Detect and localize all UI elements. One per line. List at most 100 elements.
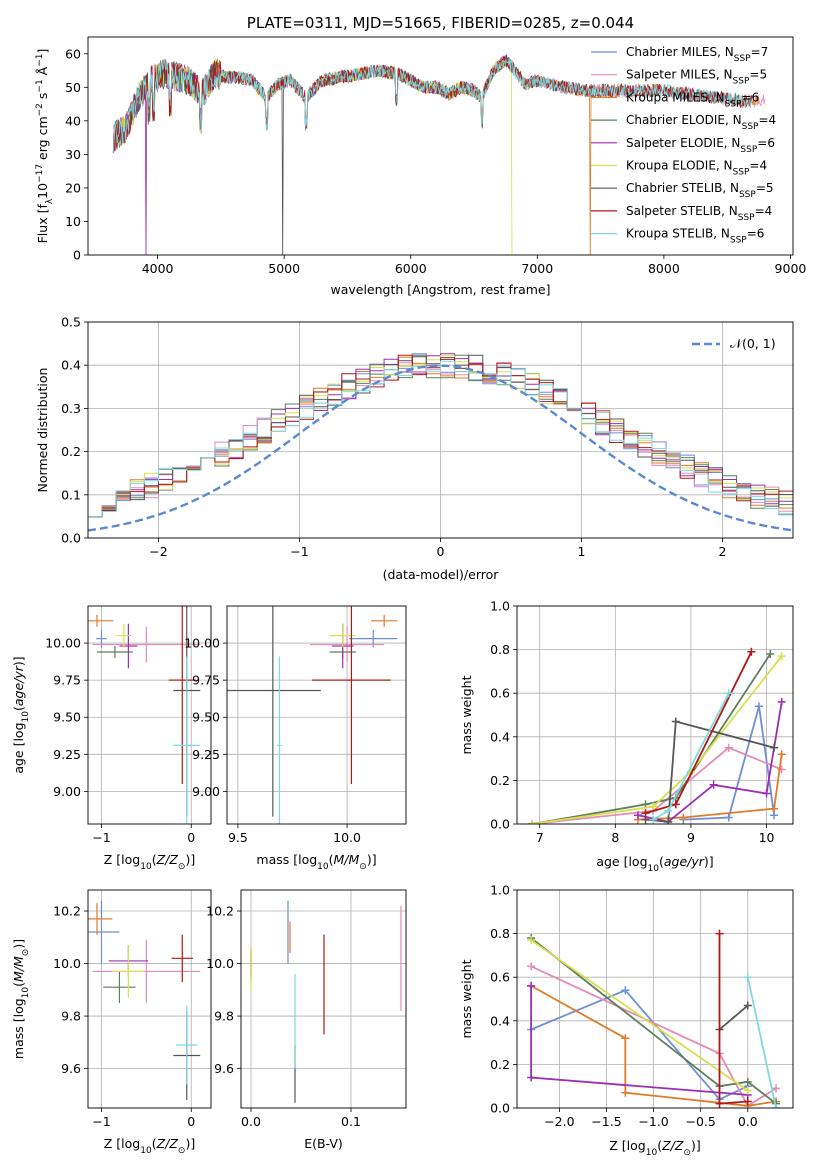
x-tick-label: 10.0: [333, 830, 361, 845]
y-axis-label: Normed distribution: [35, 368, 50, 493]
weight-marker: [527, 1073, 536, 1082]
x-tick-label: −1: [290, 544, 308, 559]
x-tick-label: 8: [611, 830, 619, 845]
x-axis-label: mass [log10(M/M⊙)]: [256, 852, 376, 872]
x-tick-label: −1: [92, 830, 110, 845]
legend-entry: Salpeter STELIB, NSSP=4: [626, 204, 772, 223]
legend-entry: Salpeter ELODIE, NSSP=6: [626, 136, 775, 155]
y-tick-label: 0.2: [490, 773, 510, 788]
weight-marker: [671, 800, 680, 809]
weight-marker: [743, 1097, 752, 1106]
weight-marker: [679, 813, 688, 822]
residual-axes: −2 −1 0 1 2 0.0 0.1 0.2 0.3 0.4 0.5 (data-model)/er…: [35, 315, 794, 582]
plot-frame: [87, 605, 212, 825]
weight-marker: [772, 1104, 781, 1108]
y-tick-label: 9.8: [61, 1009, 81, 1024]
y-tick-label: 0.0: [490, 1101, 510, 1116]
x-axis-label: wavelength [Angstrom, rest frame]: [330, 282, 550, 297]
weight-marker: [649, 815, 658, 824]
x-tick-label: 6000: [395, 261, 427, 276]
weight-marker: [724, 743, 733, 752]
spectrum-line: [112, 58, 753, 153]
weight-marker: [621, 1088, 630, 1097]
y-tick-label: 0.1: [61, 487, 81, 502]
weight-line: [530, 985, 748, 1096]
y-tick-label: 9.25: [53, 747, 81, 762]
weight-marker: [621, 1034, 630, 1043]
y-tick-label: 10.00: [45, 636, 81, 651]
spectrum-series: [112, 54, 513, 255]
x-tick-label: 7000: [521, 261, 553, 276]
mass-vs-Z-panel: −1 0 9.6 9.8 10.0 10.2 Z [log10(Z/Z⊙)] mass [lo…: [11, 889, 212, 1156]
y-tick-label: 9.00: [192, 784, 220, 799]
x-tick-label: 8000: [648, 261, 680, 276]
weight-marker: [715, 929, 724, 938]
x-tick-label: 9: [687, 830, 695, 845]
weight-line: [637, 754, 783, 821]
y-tick-label: 0.8: [490, 642, 510, 657]
y-tick-label: 0.2: [61, 444, 81, 459]
chart-title: PLATE=0311, MJD=51665, FIBERID=0285, z=0…: [247, 14, 634, 32]
legend-entry: Chabrier ELODIE, NSSP=4: [626, 113, 776, 132]
weight-marker: [528, 820, 537, 824]
y-tick-label: 50: [65, 80, 81, 95]
x-axis-label: Z [log10(Z/Z⊙)]: [104, 1136, 195, 1156]
weight-line: [530, 965, 777, 1108]
x-tick-label: 1: [578, 544, 586, 559]
weight-line: [530, 989, 749, 1101]
weight-marker: [715, 1099, 724, 1108]
y-tick-label: 9.25: [192, 747, 220, 762]
weight-marker: [754, 702, 763, 711]
x-tick-label: 4000: [142, 261, 174, 276]
x-tick-label: −1.0: [638, 1114, 668, 1129]
y-tick-label: 10.00: [184, 636, 220, 651]
x-tick-label: 9.5: [228, 830, 248, 845]
age-vs-mass-panel: 9.5 10.0 9.00 9.25 9.50 9.75 10.00 mass [log10(…: [184, 605, 407, 872]
weight-marker: [724, 813, 733, 822]
errorbar-group: [227, 606, 398, 824]
weight-marker: [743, 1077, 752, 1086]
weight-marker: [664, 806, 673, 815]
weight-marker: [770, 804, 779, 813]
legend-entry: Kroupa STELIB, NSSP=6: [626, 227, 764, 246]
weight-line: [718, 1004, 749, 1031]
legend-entry: Chabrier MILES, NSSP=7: [626, 45, 768, 64]
x-tick-label: 7: [536, 830, 544, 845]
x-tick-label: 9000: [775, 261, 807, 276]
y-tick-label: 1.0: [490, 883, 510, 898]
plot-frame: [87, 321, 794, 539]
weight-marker: [777, 750, 786, 759]
y-tick-label: 9.6: [214, 1061, 234, 1076]
spectrum-line: [112, 55, 753, 153]
y-tick-label: 0.4: [61, 358, 81, 373]
weight-marker: [709, 780, 718, 789]
weight-line: [530, 939, 749, 1092]
weight-line: [683, 706, 775, 821]
x-tick-label: −0.5: [686, 1114, 716, 1129]
y-tick-label: 0.6: [490, 686, 510, 701]
x-tick-label: −2: [149, 544, 167, 559]
x-axis-label: E(B-V): [304, 1136, 343, 1151]
x-tick-label: 0.0: [241, 1114, 261, 1129]
y-tick-label: 9.75: [192, 673, 220, 688]
y-tick-label: 0.8: [490, 926, 510, 941]
weight-marker: [743, 1086, 752, 1095]
weight-marker: [770, 743, 779, 752]
mass-weight-vs-Z-panel: −2.0 −1.5 −1.0 −0.5 0.0 0.0 0.2 0.4 0.6 0.8 1.0 Z […: [459, 883, 794, 1158]
weight-marker: [724, 689, 733, 698]
y-tick-label: 10.2: [53, 904, 81, 919]
weight-marker: [762, 789, 771, 798]
x-axis-label: Z [log10(Z/Z⊙)]: [609, 1138, 700, 1158]
weight-line: [645, 720, 775, 823]
legend-entry: Kroupa ELODIE, NSSP=4: [626, 159, 767, 178]
y-axis-label: mass weight: [459, 959, 474, 1038]
x-tick-label: 10: [759, 830, 775, 845]
weight-marker: [649, 802, 658, 811]
weight-marker: [527, 936, 536, 945]
y-tick-label: 9.6: [61, 1061, 81, 1076]
y-tick-label: 0.4: [490, 729, 510, 744]
plot-frame: [240, 889, 407, 1109]
y-axis-label: mass [log10(M/M⊙)]: [11, 939, 31, 1059]
y-tick-label: 9.75: [53, 673, 81, 688]
